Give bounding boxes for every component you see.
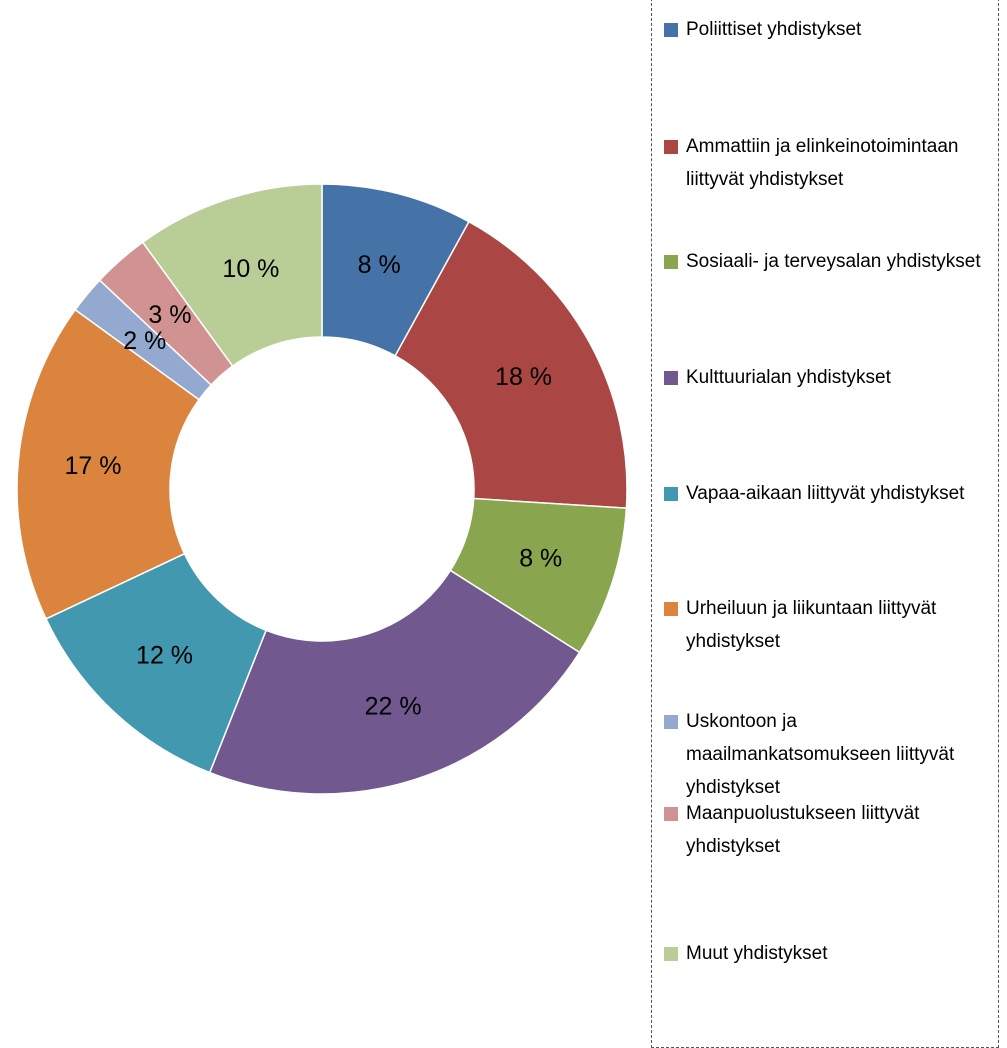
legend-entry: Ammattiin ja elinkeinotoimintaan liittyv…	[664, 130, 994, 196]
legend-swatch	[664, 487, 678, 501]
legend-label: Vapaa-aikaan liittyvät yhdistykset	[686, 483, 965, 504]
legend-entry: Urheiluun ja liikuntaan liittyvät yhdist…	[664, 592, 994, 658]
donut-slice	[394, 220, 628, 509]
data-label: 3 %	[148, 301, 191, 329]
legend-entry: Uskontoon ja maailmankatsomukseen liitty…	[664, 705, 994, 804]
legend-swatch	[664, 23, 678, 37]
legend-label: Urheiluun ja liikuntaan liittyvät yhdist…	[686, 598, 937, 652]
donut-slice	[141, 183, 323, 368]
data-label: 10 %	[222, 255, 279, 283]
data-label: 22 %	[365, 692, 422, 720]
legend-entry: Muut yhdistykset	[664, 937, 994, 970]
legend-swatch	[664, 140, 678, 154]
legend-swatch	[664, 807, 678, 821]
legend: Poliittiset yhdistykset Ammattiin ja elin…	[651, 0, 999, 1048]
legend-label: Maanpuolustukseen liittyvät yhdistykset	[686, 803, 920, 857]
legend-label: Muut yhdistykset	[686, 943, 828, 964]
legend-entry: Poliittiset yhdistykset	[664, 13, 994, 46]
legend-swatch	[664, 715, 678, 729]
donut-slice	[16, 308, 201, 620]
data-label: 17 %	[65, 452, 122, 480]
data-label: 2 %	[123, 327, 166, 355]
legend-entry: Sosiaali- ja terveysalan yhdistykset	[664, 245, 994, 278]
legend-label: Sosiaali- ja terveysalan yhdistykset	[686, 251, 981, 272]
data-label: 8 %	[519, 545, 562, 573]
legend-entry: Kulttuurialan yhdistykset	[664, 361, 994, 394]
data-label: 8 %	[358, 251, 401, 279]
legend-label: Ammattiin ja elinkeinotoimintaan liittyv…	[686, 136, 959, 190]
data-label: 12 %	[136, 641, 193, 669]
data-label: 18 %	[495, 363, 552, 391]
legend-swatch	[664, 947, 678, 961]
legend-label: Kulttuurialan yhdistykset	[686, 367, 891, 388]
legend-label: Poliittiset yhdistykset	[686, 19, 862, 40]
legend-entry: Vapaa-aikaan liittyvät yhdistykset	[664, 477, 994, 510]
chart: 8 % 18 % 8 % 22 % 12 % 17 % 2 %3 % 10 %	[16, 183, 628, 795]
legend-swatch	[664, 255, 678, 269]
legend-label: Uskontoon ja maailmankatsomukseen liitty…	[686, 711, 955, 798]
legend-swatch	[664, 602, 678, 616]
donut-slice	[208, 569, 581, 795]
legend-entry: Maanpuolustukseen liittyvät yhdistykset	[664, 797, 994, 863]
legend-swatch	[664, 371, 678, 385]
